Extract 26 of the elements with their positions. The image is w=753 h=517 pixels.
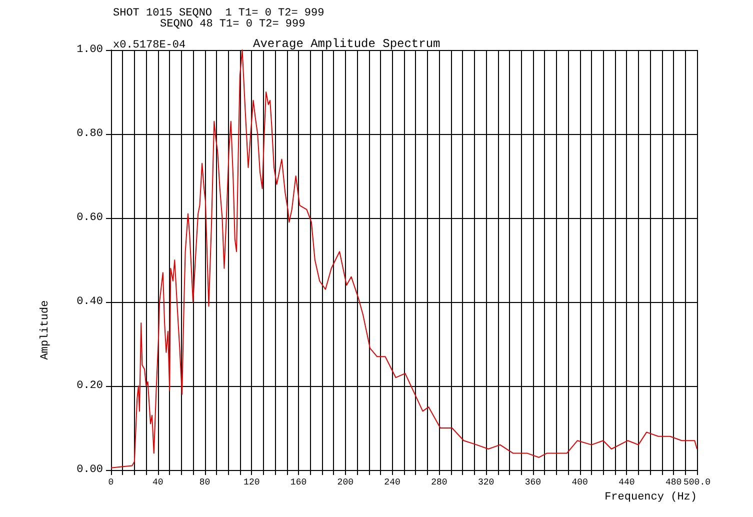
y-tick-label: 0.60 xyxy=(76,212,103,224)
x-tick-label: 160 xyxy=(290,478,307,488)
chart-title: Average Amplitude Spectrum xyxy=(253,37,440,51)
x-tick-label: 400 xyxy=(572,478,588,488)
x-axis-title: Frequency (Hz) xyxy=(604,492,697,504)
x-tick-label: 80 xyxy=(199,478,210,488)
y-tick-label: 0.80 xyxy=(76,128,103,140)
x-tick-label: 360 xyxy=(524,478,542,488)
x-tick-label: 440 xyxy=(618,478,635,488)
x-tick-label: 280 xyxy=(431,478,448,488)
x-tick-label: 120 xyxy=(244,478,260,488)
x-tick-label: 0 xyxy=(108,478,114,488)
y-tick-label: 1.00 xyxy=(76,44,103,56)
x-tick-label: 200 xyxy=(337,478,354,488)
y-tick-label: 0.00 xyxy=(76,464,103,476)
x-tick-label: 500.0 xyxy=(683,478,711,488)
x-tick-label: 480 xyxy=(665,478,682,488)
text: SEQNO 48 T1= 0 T2= 999 xyxy=(160,18,306,30)
y-axis-title: Amplitude xyxy=(40,300,52,360)
x-tick-label: 320 xyxy=(478,478,494,488)
x-tick-label: 240 xyxy=(384,478,400,488)
y-tick-label: 0.40 xyxy=(76,296,103,308)
y-tick-label: 0.20 xyxy=(76,380,103,392)
x-tick-label: 40 xyxy=(152,478,164,488)
annotation: x0.5178E-04 xyxy=(113,40,186,52)
text: SHOT 1015 SEQNO 1 T1= 0 T2= 999 xyxy=(113,8,324,20)
